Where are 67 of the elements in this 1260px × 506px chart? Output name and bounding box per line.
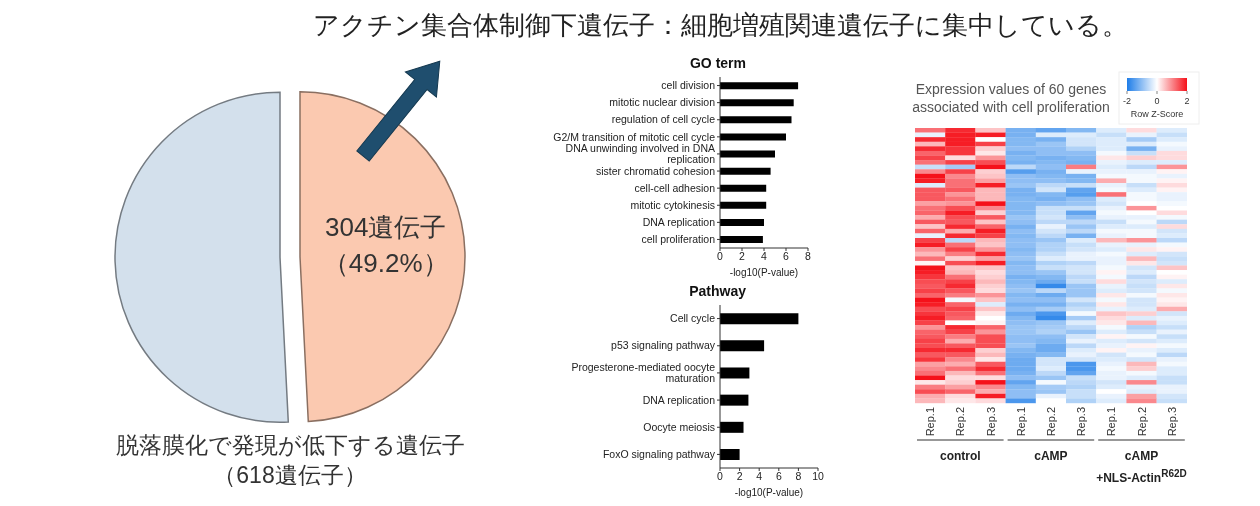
data-label: 304遺伝子（49.2%） <box>321 211 450 281</box>
x-tick-label: 0 <box>717 250 724 263</box>
bar <box>720 421 744 433</box>
bar <box>720 448 740 460</box>
x-tick-label: Rep.1 <box>1014 407 1027 437</box>
x-tick-label: 0 <box>717 470 724 483</box>
y-tick-label: FoxO signaling pathway <box>602 448 716 461</box>
bar <box>720 99 794 107</box>
y-tick-label: G2/M transition of mitotic cell cycle <box>553 130 716 143</box>
y-tick-label: p53 signaling pathway <box>611 339 716 352</box>
y-tick-label: DNA replication <box>642 393 716 406</box>
x-tick-label: 2 <box>736 470 743 483</box>
x-tick-label: 8 <box>795 470 802 483</box>
y-tick-label: mitotic cytokinesis <box>630 198 715 211</box>
x-tick-label: Rep.1 <box>1105 407 1118 437</box>
x-tick-label: 8 <box>805 250 812 263</box>
bar <box>720 167 771 175</box>
bar <box>720 82 799 90</box>
y-tick-label: Progesterone-mediated oocyte maturation <box>571 361 716 384</box>
x-tick-label: Rep.3 <box>1075 407 1088 437</box>
text: （618遺伝子） <box>212 461 368 490</box>
bar <box>720 218 764 226</box>
x-tick-label: 2 <box>739 250 746 263</box>
bar <box>720 184 767 192</box>
y-tick-label: sister chromatid cohesion <box>595 164 716 177</box>
x-tick-label: 6 <box>775 470 782 483</box>
x-tick-label: 6 <box>783 250 790 263</box>
text: control <box>938 448 982 465</box>
bar <box>720 133 786 141</box>
x-tick-label: Rep.2 <box>1135 407 1148 437</box>
color-bar-label: 2 <box>1184 96 1190 106</box>
bar <box>720 150 775 158</box>
text: cAMP <box>1033 448 1069 465</box>
y-tick-label: regulation of cell cycle <box>611 113 716 126</box>
x-tick-label: 4 <box>756 470 763 483</box>
chart-title: Pathway <box>688 283 746 299</box>
bar <box>720 367 750 379</box>
text: アクチン集合体制御下遺伝子：細胞増殖関連遺伝子に集中している。 <box>311 9 1129 42</box>
x-axis-title: -log10(P-value) <box>734 487 804 498</box>
y-tick-label: mitotic nuclear division <box>609 96 716 109</box>
bar <box>720 116 792 124</box>
y-tick-label: DNA replication <box>642 216 716 229</box>
chart-title: GO term <box>689 55 746 71</box>
y-tick-label: cell division <box>661 79 716 92</box>
x-axis-title: -log10(P-value) <box>729 267 799 278</box>
color-bar-label: -2 <box>1122 96 1132 106</box>
x-tick-label: Rep.2 <box>954 407 967 437</box>
bar <box>720 394 749 406</box>
bar <box>720 340 765 352</box>
color-bar-title: Row Z-Score <box>1130 109 1184 119</box>
y-tick-label: cell-cell adhesion <box>634 181 716 194</box>
bar <box>720 236 763 244</box>
y-tick-label: Cell cycle <box>670 312 716 325</box>
x-tick-label: 10 <box>812 470 824 483</box>
x-tick-label: Rep.2 <box>1044 407 1057 437</box>
color-bar-label: 0 <box>1154 96 1160 106</box>
y-tick-label: cell proliferation <box>641 233 716 246</box>
x-tick-label: Rep.1 <box>924 407 937 437</box>
x-tick-label: Rep.3 <box>984 407 997 437</box>
bar <box>720 313 799 325</box>
x-tick-label: 4 <box>761 250 768 263</box>
y-tick-label: Oocyte meiosis <box>643 420 715 433</box>
text: 脱落膜化で発現が低下する遺伝子 <box>114 431 466 460</box>
text: cAMP +NLS-Actin$^{R62D}$ <box>1095 448 1188 487</box>
chart-title: Expression values of 60 genes associated with cell proliferation <box>911 80 1111 116</box>
x-tick-label: Rep.3 <box>1165 407 1178 437</box>
bar <box>720 201 767 209</box>
